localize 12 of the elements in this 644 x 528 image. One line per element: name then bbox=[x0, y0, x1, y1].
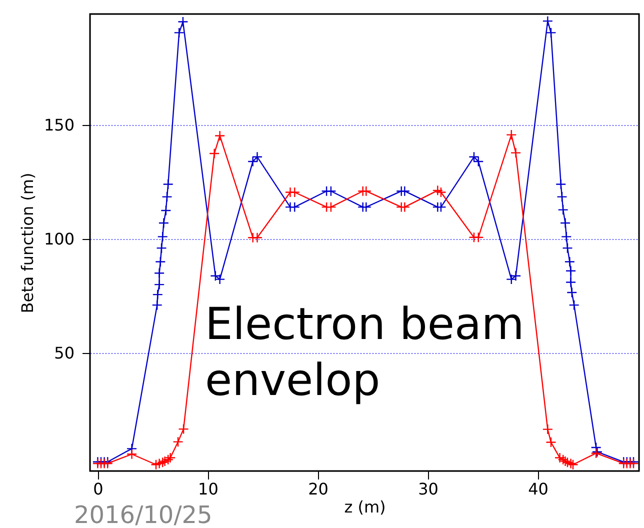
x-axis-title: z (m) bbox=[344, 498, 386, 516]
x-tick-label: 10 bbox=[198, 480, 218, 498]
annotation: Electron beam envelop bbox=[205, 299, 524, 406]
y-tick-label: 100 bbox=[44, 229, 74, 248]
x-tick-label: 30 bbox=[418, 480, 438, 498]
text: 2016/10/25 bbox=[74, 501, 212, 528]
y-axis-title: Beta function (m) bbox=[18, 172, 37, 314]
y-tick-label: 150 bbox=[44, 116, 74, 134]
x-tick-label: 0 bbox=[93, 480, 104, 498]
x-tick-label: 40 bbox=[528, 480, 548, 498]
y-tick-label: 50 bbox=[54, 343, 74, 362]
x-tick-label: 20 bbox=[308, 480, 328, 498]
